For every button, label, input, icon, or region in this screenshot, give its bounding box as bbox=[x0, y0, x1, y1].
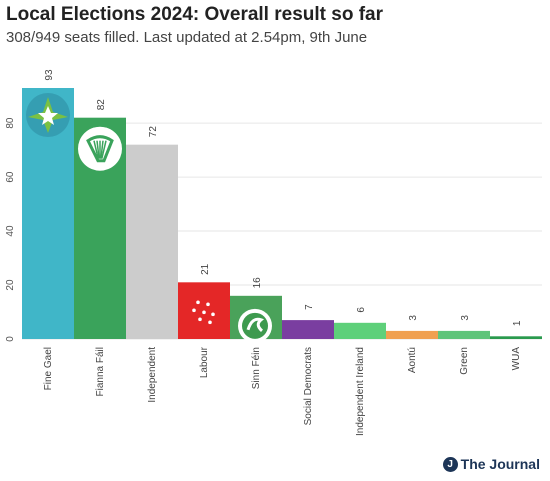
party-logos bbox=[26, 93, 272, 343]
data-label: 16 bbox=[252, 277, 263, 289]
bar bbox=[282, 320, 334, 339]
y-tick-label: 60 bbox=[5, 171, 16, 183]
data-label: 1 bbox=[512, 320, 523, 326]
bars bbox=[22, 88, 542, 339]
bar bbox=[438, 330, 490, 339]
data-labels: 93 82 72 21 16 7 6 3 3 1 bbox=[44, 69, 523, 326]
y-tick-label: 20 bbox=[5, 279, 16, 291]
y-tick-label: 0 bbox=[5, 336, 16, 342]
data-label: 82 bbox=[96, 99, 107, 111]
x-tick-label: WUA bbox=[511, 347, 522, 371]
y-tick-label: 80 bbox=[5, 117, 16, 129]
data-label: 6 bbox=[356, 307, 367, 313]
x-tick-label: Independent bbox=[147, 347, 158, 403]
x-tick-label: Sinn Féin bbox=[251, 347, 262, 389]
x-tick-label: Fine Gael bbox=[43, 347, 54, 390]
fianna-fail-logo bbox=[78, 126, 122, 171]
data-label: 7 bbox=[304, 304, 315, 310]
chart-title: Local Elections 2024: Overall result so … bbox=[6, 4, 383, 25]
x-tick-label: Fianna Fáil bbox=[95, 347, 106, 396]
x-tick-label: Independent Ireland bbox=[355, 347, 366, 436]
y-tick-label: 40 bbox=[5, 225, 16, 237]
data-label: 21 bbox=[200, 263, 211, 275]
sinn-fein-logo bbox=[238, 308, 272, 343]
y-axis-ticks: 0 20 40 60 80 bbox=[5, 117, 16, 342]
bar bbox=[490, 336, 542, 339]
bar bbox=[334, 322, 386, 339]
data-label: 72 bbox=[148, 126, 159, 138]
x-tick-label: Social Democrats bbox=[303, 347, 314, 425]
data-label: 3 bbox=[408, 315, 419, 321]
x-axis-ticks: Fine Gael Fianna Fáil Independent Labour Sin… bbox=[43, 346, 522, 436]
data-label: 3 bbox=[460, 315, 471, 321]
brand-mark-icon: J bbox=[442, 456, 458, 472]
bar bbox=[126, 144, 178, 339]
labour-logo bbox=[192, 300, 215, 325]
brand-logo: J The Journal bbox=[442, 456, 540, 472]
bar bbox=[386, 330, 438, 339]
chart-subtitle: 308/949 seats filled. Last updated at 2.… bbox=[6, 29, 368, 46]
x-tick-label: Labour bbox=[199, 346, 210, 378]
brand-name: The Journal bbox=[460, 456, 540, 472]
x-tick-label: Aontú bbox=[407, 347, 418, 373]
fine-gael-logo bbox=[26, 93, 70, 137]
x-tick-label: Green bbox=[459, 347, 470, 375]
data-label: 93 bbox=[44, 69, 55, 81]
